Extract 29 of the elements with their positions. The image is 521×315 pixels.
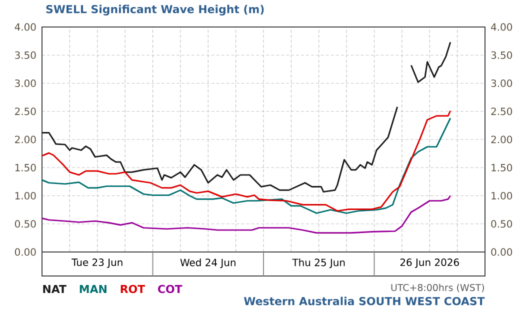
text: MAN [80,285,106,293]
y-tick-label: 2.50 [15,108,36,116]
y-tick-label: 4.00 [14,23,36,31]
y-tick-label: 2.00 [15,136,36,144]
y-tick-label: 3.50 [15,51,36,59]
x-tick-label: Thu 25 Jun [292,258,345,268]
x-tick-label: Tue 23 Jun [72,258,122,268]
y2-tick-label: 1.00 [492,192,512,200]
y2-tick-label: 0.00 [491,248,512,256]
x-tick-label: Wed 24 Jun [180,258,236,268]
y-tick-label: 3.00 [15,79,36,88]
y-tick-label: 0.00 [14,248,36,256]
y2-tick-label: 1.50 [492,164,512,172]
text: ROT [120,284,145,294]
chart-title: SWELL Significant Wave Height (m) [46,4,264,16]
x-tick-label: 26 Jun 2026 [400,258,459,268]
text: Western Australia SOUTH WEST COAST [244,296,485,306]
text: UTC+8:00hrs (WST) [391,284,484,292]
y-tick-label: 1.50 [15,164,36,172]
text: COT [158,284,182,294]
text: NAT [43,285,66,293]
y2-tick-label: 0.50 [491,220,512,228]
y2-tick-label: 3.50 [491,51,512,59]
y-tick-label: 1.00 [15,192,36,200]
y2-tick-label: 3.00 [491,79,512,88]
y2-tick-label: 2.50 [491,108,512,116]
y2-tick-label: 2.00 [491,136,512,144]
y2-tick-label: 4.00 [491,23,512,31]
y-tick-label: 0.50 [14,220,36,228]
